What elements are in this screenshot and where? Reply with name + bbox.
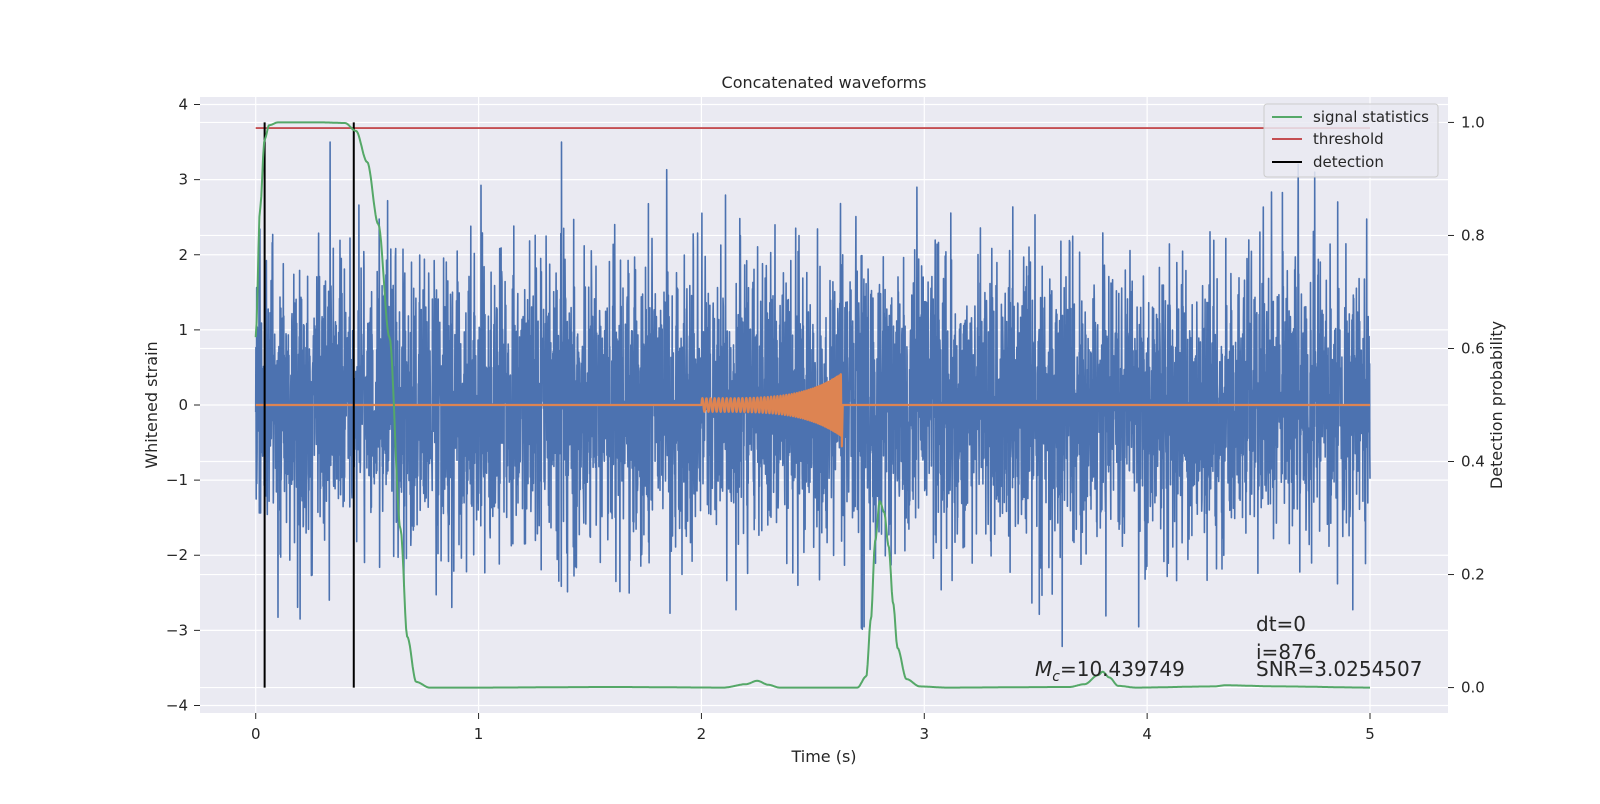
y-right-tick-label: 0.0 (1461, 679, 1485, 697)
chart-title: Concatenated waveforms (722, 73, 927, 92)
legend-box (1263, 103, 1439, 178)
annotation-dt: dt=0 (1256, 612, 1306, 636)
x-tick-label: 2 (697, 725, 707, 743)
y-left-tick-label: 3 (178, 171, 188, 189)
annotation-chirp-mass: Mc=10.439749 (1035, 657, 1185, 685)
y-left-tick-label: 4 (178, 96, 188, 114)
y-axis-label-left: Whitened strain (142, 341, 161, 468)
tick-labels: 0 1 2 3 4 5 4 3 2 1 0 −1 −2 −3 −4 1.0 0.8 0.6 0.4 0.2 0.0 (166, 96, 1485, 743)
x-axis-label: Time (s) (790, 747, 856, 766)
y-left-tick-label: 2 (178, 246, 188, 264)
chirp-mass-subscript: c (1052, 669, 1060, 685)
y-right-tick-label: 0.4 (1461, 453, 1485, 471)
x-tick-label: 5 (1365, 725, 1375, 743)
y-left-tick-label: −1 (166, 471, 188, 489)
chirp-mass-symbol: M (1035, 657, 1052, 681)
legend-label-detection: detection (1313, 153, 1384, 171)
annotation-i: i=876 (1256, 640, 1317, 664)
legend-label-threshold: threshold (1313, 130, 1384, 148)
y-left-tick-label: 1 (178, 321, 188, 339)
template-series (255, 373, 1370, 448)
legend-label-signal-statistics: signal statistics (1313, 108, 1429, 126)
y-right-tick-label: 0.2 (1461, 566, 1485, 584)
x-tick-label: 3 (920, 725, 930, 743)
y-right-tick-label: 1.0 (1461, 113, 1485, 131)
x-tick-label: 4 (1142, 725, 1152, 743)
strain-line (254, 141, 1371, 648)
y-axis-label-right: Detection probability (1487, 321, 1506, 489)
annotation-snr: SNR=3.0254507 (1256, 657, 1422, 681)
chirp-mass-value: =10.439749 (1060, 657, 1185, 681)
strain-series (254, 141, 1371, 648)
x-tick-label: 0 (251, 725, 261, 743)
signal-statistics-line (254, 121, 1371, 689)
template-line (255, 373, 1370, 448)
legend: signal statistics threshold detection (1263, 103, 1439, 178)
annotations: dt=0 i=876 SNR=3.0254507 Mc=10.439749 (1035, 612, 1422, 685)
y-left-tick-label: −2 (166, 546, 188, 564)
x-tick-label: 1 (474, 725, 484, 743)
y-right-tick-label: 0.6 (1461, 339, 1485, 357)
y-left-tick-label: −4 (166, 696, 188, 714)
y-left-tick-label: −3 (166, 621, 188, 639)
y-right-tick-label: 0.8 (1461, 226, 1485, 244)
y-left-tick-label: 0 (178, 396, 188, 414)
overlay-series (254, 121, 1371, 689)
